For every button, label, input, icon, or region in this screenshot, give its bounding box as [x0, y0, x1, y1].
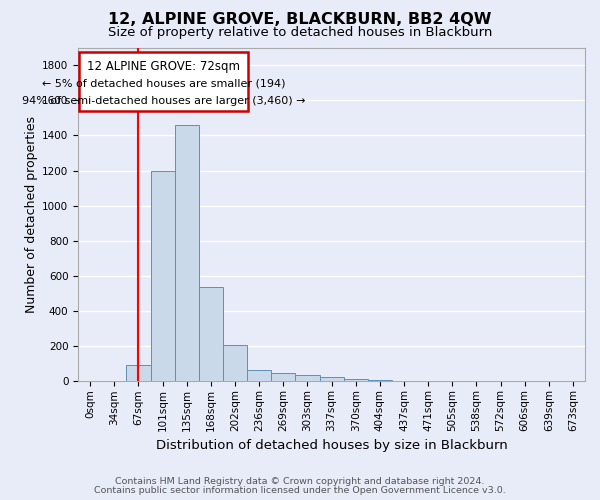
- Text: Contains public sector information licensed under the Open Government Licence v3: Contains public sector information licen…: [94, 486, 506, 495]
- Text: 94% of semi-detached houses are larger (3,460) →: 94% of semi-detached houses are larger (…: [22, 96, 305, 106]
- Bar: [344, 379, 368, 382]
- Y-axis label: Number of detached properties: Number of detached properties: [25, 116, 38, 313]
- Bar: [271, 372, 295, 382]
- Bar: [295, 376, 320, 382]
- Text: ← 5% of detached houses are smaller (194): ← 5% of detached houses are smaller (194…: [42, 78, 286, 88]
- Text: 12, ALPINE GROVE, BLACKBURN, BB2 4QW: 12, ALPINE GROVE, BLACKBURN, BB2 4QW: [109, 12, 491, 28]
- Bar: [320, 377, 344, 382]
- Bar: [199, 286, 223, 382]
- Bar: [127, 364, 151, 382]
- Bar: [175, 125, 199, 382]
- Bar: [223, 346, 247, 382]
- Bar: [392, 380, 416, 382]
- FancyBboxPatch shape: [79, 52, 248, 111]
- Text: 12 ALPINE GROVE: 72sqm: 12 ALPINE GROVE: 72sqm: [88, 60, 241, 72]
- X-axis label: Distribution of detached houses by size in Blackburn: Distribution of detached houses by size …: [155, 440, 508, 452]
- Bar: [151, 170, 175, 382]
- Bar: [247, 370, 271, 382]
- Bar: [368, 380, 392, 382]
- Text: Contains HM Land Registry data © Crown copyright and database right 2024.: Contains HM Land Registry data © Crown c…: [115, 477, 485, 486]
- Text: Size of property relative to detached houses in Blackburn: Size of property relative to detached ho…: [108, 26, 492, 39]
